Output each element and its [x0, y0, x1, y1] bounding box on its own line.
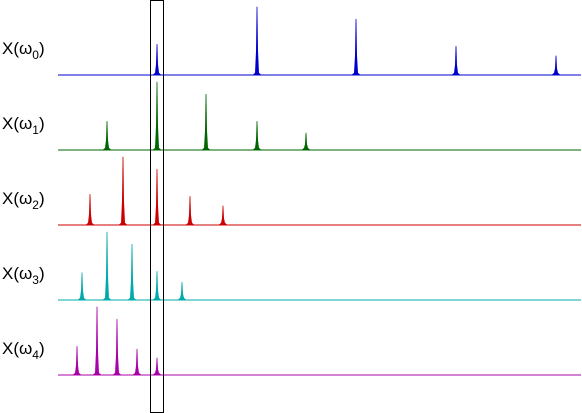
spectral-peak	[152, 271, 162, 301]
row-label-base: X(ω	[2, 39, 32, 58]
spectrum-row-0: X(ω0)	[2, 6, 581, 76]
spectral-peak	[301, 132, 311, 151]
spectral-peak	[102, 231, 112, 301]
row-label-close: )	[39, 189, 45, 208]
spectral-peak	[152, 357, 162, 376]
spectrum-row-3: X(ω3)	[2, 231, 581, 301]
row-label-subscript: 3	[32, 273, 39, 287]
row-label-base: X(ω	[2, 114, 32, 133]
spectral-peak	[152, 81, 162, 151]
spectral-peak	[152, 44, 162, 76]
row-label-1: X(ω1)	[2, 114, 45, 137]
spectral-peak	[185, 196, 195, 226]
spectrum-row-1: X(ω1)	[2, 81, 581, 151]
spectra-rows: X(ω0)X(ω1)X(ω2)X(ω3)X(ω4)	[2, 6, 581, 376]
spectral-peak	[351, 18, 361, 76]
spectral-peak	[102, 121, 112, 151]
row-label-0: X(ω0)	[2, 39, 45, 62]
row-label-close: )	[39, 339, 45, 358]
spectral-peak	[152, 168, 162, 226]
row-label-base: X(ω	[2, 189, 32, 208]
spectral-peak	[118, 156, 128, 226]
row-label-subscript: 0	[32, 48, 39, 62]
spectral-peak	[252, 121, 262, 151]
row-label-3: X(ω3)	[2, 264, 45, 287]
row-label-4: X(ω4)	[2, 339, 45, 362]
row-label-base: X(ω	[2, 339, 32, 358]
row-label-subscript: 1	[32, 123, 39, 137]
spectral-peak	[127, 243, 137, 301]
spectrum-row-2: X(ω2)	[2, 156, 581, 226]
row-label-close: )	[39, 39, 45, 58]
row-label-close: )	[39, 264, 45, 283]
spectral-peak	[85, 194, 95, 226]
spectrum-row-4: X(ω4)	[2, 306, 581, 376]
row-label-base: X(ω	[2, 264, 32, 283]
spectral-peak	[112, 318, 122, 376]
row-label-close: )	[39, 114, 45, 133]
spectral-peak	[218, 205, 228, 226]
spectral-peak	[132, 348, 142, 376]
row-label-subscript: 2	[32, 198, 39, 212]
spectral-peak	[451, 46, 461, 76]
row-label-2: X(ω2)	[2, 189, 45, 212]
spectral-peak	[92, 306, 102, 376]
spectral-peak	[252, 6, 262, 76]
spectral-peak	[551, 55, 561, 76]
spectral-peak	[72, 346, 82, 376]
spectral-peak	[77, 272, 87, 301]
spectral-peak	[177, 281, 187, 301]
row-label-subscript: 4	[32, 348, 39, 362]
spectral-peak	[201, 93, 211, 151]
